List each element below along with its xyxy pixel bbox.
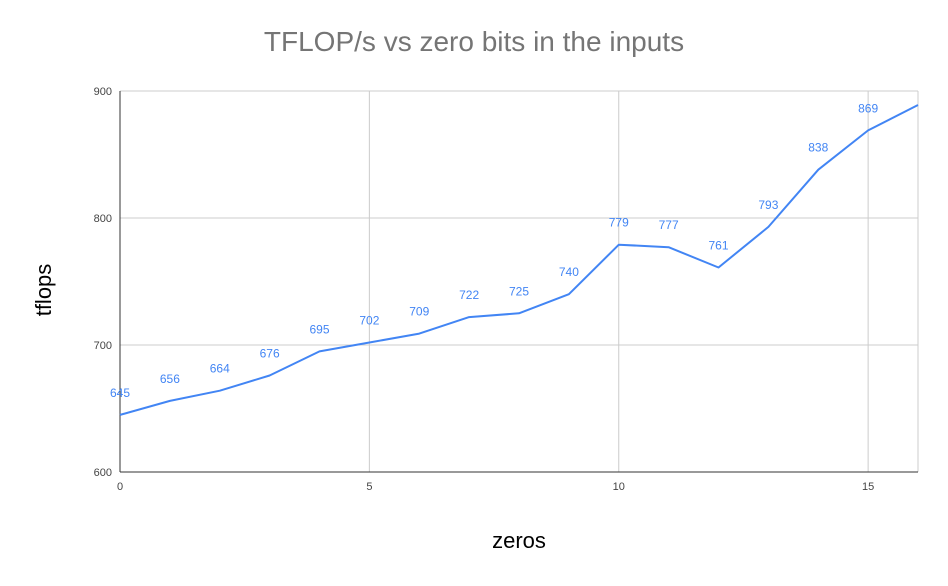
y-tick-label: 900	[94, 86, 112, 98]
data-label: 645	[110, 386, 130, 400]
data-label: 838	[808, 141, 828, 155]
series-line	[119, 104, 919, 416]
data-label: 725	[509, 284, 529, 298]
data-label: 779	[609, 216, 629, 230]
data-label: 777	[659, 218, 679, 232]
data-label: 869	[858, 101, 878, 115]
x-tick-label: 0	[117, 481, 123, 493]
x-tick-label: 5	[366, 481, 372, 493]
chart-title: TFLOP/s vs zero bits in the inputs	[263, 26, 685, 57]
data-label: 676	[260, 346, 280, 360]
data-label: 761	[708, 239, 728, 253]
y-tick-label: 600	[94, 467, 112, 479]
data-label: 695	[309, 322, 329, 336]
data-label: 740	[559, 265, 579, 279]
y-tick-label: 700	[94, 340, 112, 352]
data-label: 709	[409, 305, 429, 319]
y-tick-label: 800	[94, 213, 112, 225]
data-label: 664	[210, 362, 230, 376]
data-label: 793	[758, 198, 778, 212]
data-label: 656	[160, 372, 180, 386]
x-tick-label: 10	[613, 481, 625, 493]
x-axis-title: zeros	[492, 528, 546, 553]
data-label: 702	[359, 313, 379, 327]
x-tick-label: 15	[862, 481, 874, 493]
data-label: 722	[459, 288, 479, 302]
